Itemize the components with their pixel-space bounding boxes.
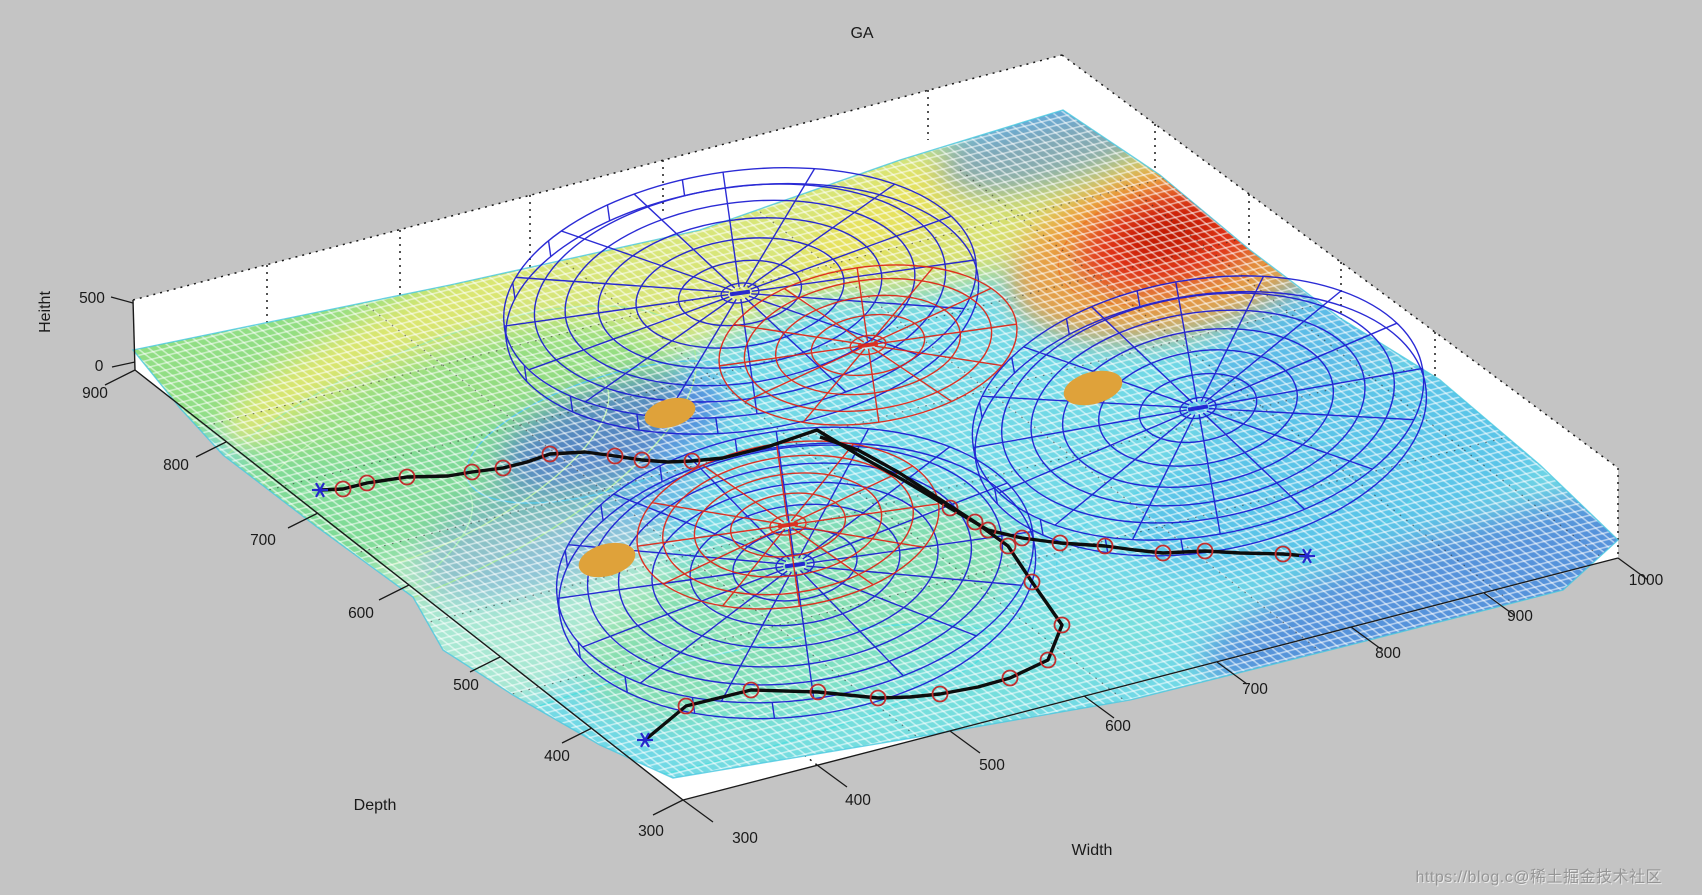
endpoint-asterisk-marker bbox=[637, 732, 653, 748]
x-tick-label: 1000 bbox=[1629, 572, 1664, 589]
waypoint-marker bbox=[1274, 545, 1292, 563]
waypoint-marker bbox=[633, 451, 651, 469]
waypoint-marker bbox=[398, 468, 416, 486]
waypoint-marker bbox=[677, 697, 695, 715]
waypoint-marker bbox=[931, 685, 949, 703]
waypoint-marker bbox=[1196, 542, 1214, 560]
waypoint-marker bbox=[1053, 616, 1071, 634]
waypoint-marker bbox=[979, 521, 997, 539]
waypoint-marker bbox=[1051, 534, 1069, 552]
x-tick-label: 400 bbox=[845, 792, 871, 809]
y-tick-label: 900 bbox=[82, 385, 108, 402]
waypoint-marker bbox=[1039, 651, 1057, 669]
y-tick-label: 800 bbox=[163, 457, 189, 474]
surface-mesh-overlay bbox=[133, 110, 1618, 778]
waypoint-marker bbox=[1096, 537, 1114, 555]
waypoint-marker bbox=[966, 513, 984, 531]
waypoint-marker bbox=[869, 689, 887, 707]
x-tick-label: 700 bbox=[1242, 681, 1268, 698]
target-ellipse bbox=[644, 397, 696, 429]
planned-path bbox=[643, 435, 1064, 742]
threat-dome-blue bbox=[971, 275, 1428, 557]
tick-labels: 900 800 700 600 500 400 300 300 400 500 600 700 800 9… bbox=[79, 290, 1664, 847]
target-ellipse bbox=[578, 542, 636, 578]
waypoint-marker bbox=[1023, 573, 1041, 591]
z-tick-label: 0 bbox=[95, 358, 104, 375]
waypoint-marker bbox=[358, 474, 376, 492]
waypoint-marker bbox=[494, 459, 512, 477]
watermark-text: https://blog.c@稀土掘金技术社区 bbox=[1415, 869, 1662, 886]
y-tick-label: 500 bbox=[453, 677, 479, 694]
waypoint-marker bbox=[541, 445, 559, 463]
y-tick-label: 400 bbox=[544, 748, 570, 765]
x-tick-label: 300 bbox=[732, 830, 758, 847]
target-ellipse bbox=[1063, 370, 1123, 406]
endpoint-asterisk-marker bbox=[312, 482, 328, 498]
x-tick-label: 500 bbox=[979, 757, 1005, 774]
waypoint-marker bbox=[1013, 529, 1031, 547]
waypoint-marker bbox=[999, 537, 1017, 555]
x-tick-label: 900 bbox=[1507, 608, 1533, 625]
y-axis-label: Depth bbox=[353, 797, 397, 814]
x-axis-label: Width bbox=[1071, 842, 1113, 859]
waypoint-marker bbox=[334, 480, 352, 498]
surface-edge bbox=[131, 109, 1620, 779]
y-tick-label: 300 bbox=[638, 823, 664, 840]
z-axis-label: Heitht bbox=[37, 291, 54, 333]
threat-dome-blue bbox=[503, 167, 980, 435]
waypoint-marker bbox=[742, 681, 760, 699]
waypoint-marker bbox=[683, 452, 701, 470]
y-tick-label: 700 bbox=[250, 532, 276, 549]
waypoint-marker bbox=[1154, 544, 1172, 562]
threat-cone-red bbox=[718, 264, 1018, 426]
x-tick-label: 800 bbox=[1375, 645, 1401, 662]
waypoint-marker bbox=[463, 463, 481, 481]
threat-cone-red bbox=[636, 440, 940, 610]
y-tick-label: 600 bbox=[348, 605, 374, 622]
planned-path bbox=[319, 428, 1308, 558]
endpoint-asterisk-marker bbox=[1299, 548, 1315, 564]
waypoint-marker bbox=[1001, 669, 1019, 687]
chart-title: GA bbox=[850, 25, 874, 42]
waypoint-marker bbox=[809, 683, 827, 701]
z-tick-label: 500 bbox=[79, 290, 105, 307]
waypoint-marker bbox=[606, 447, 624, 465]
x-tick-label: 600 bbox=[1105, 718, 1131, 735]
waypoint-marker bbox=[941, 499, 959, 517]
